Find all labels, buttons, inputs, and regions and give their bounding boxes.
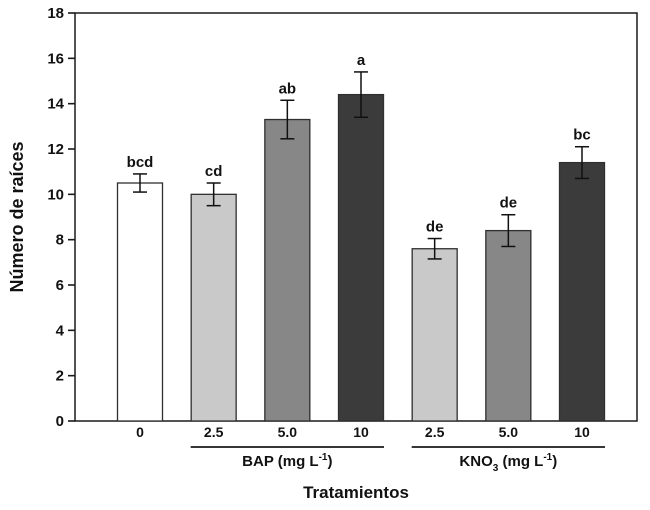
y-tick-label: 8 bbox=[56, 232, 64, 249]
x-category-label: 2.5 bbox=[425, 424, 445, 440]
y-tick-label: 2 bbox=[56, 368, 64, 385]
x-category-label: 10 bbox=[574, 424, 590, 440]
bar bbox=[485, 229, 532, 422]
significance-letter: de bbox=[500, 195, 518, 212]
y-axis-title: Número de raíces bbox=[7, 141, 27, 293]
bar bbox=[337, 93, 385, 422]
bar bbox=[264, 118, 311, 422]
x-category-label: 10 bbox=[353, 424, 369, 440]
significance-letter: de bbox=[426, 219, 444, 236]
group-label: KNO3​ (mg L-1​) bbox=[459, 452, 557, 474]
x-category-label: 5.0 bbox=[278, 424, 298, 440]
bar bbox=[558, 161, 606, 422]
bar bbox=[411, 248, 458, 422]
y-tick-label: 6 bbox=[56, 277, 64, 294]
y-tick-label: 10 bbox=[47, 186, 64, 203]
y-tick-label: 16 bbox=[47, 50, 64, 67]
group-label: BAP (mg L-1​) bbox=[242, 452, 332, 470]
y-tick-label: 18 bbox=[47, 5, 64, 22]
x-axis-title: Tratamientos bbox=[303, 483, 409, 502]
significance-letter: cd bbox=[205, 163, 223, 180]
x-category-label: 5.0 bbox=[499, 424, 519, 440]
x-category-label: 2.5 bbox=[204, 424, 224, 440]
bar bbox=[116, 182, 164, 422]
significance-letter: ab bbox=[279, 80, 297, 97]
y-tick-label: 0 bbox=[56, 413, 64, 430]
significance-letter: a bbox=[357, 52, 366, 69]
y-tick-label: 14 bbox=[47, 96, 64, 113]
bar bbox=[190, 193, 237, 422]
y-tick-label: 12 bbox=[47, 141, 64, 158]
x-category-label: 0 bbox=[136, 424, 144, 440]
y-tick-label: 4 bbox=[56, 322, 65, 339]
significance-letter: bcd bbox=[127, 154, 154, 171]
significance-letter: bc bbox=[573, 127, 591, 144]
